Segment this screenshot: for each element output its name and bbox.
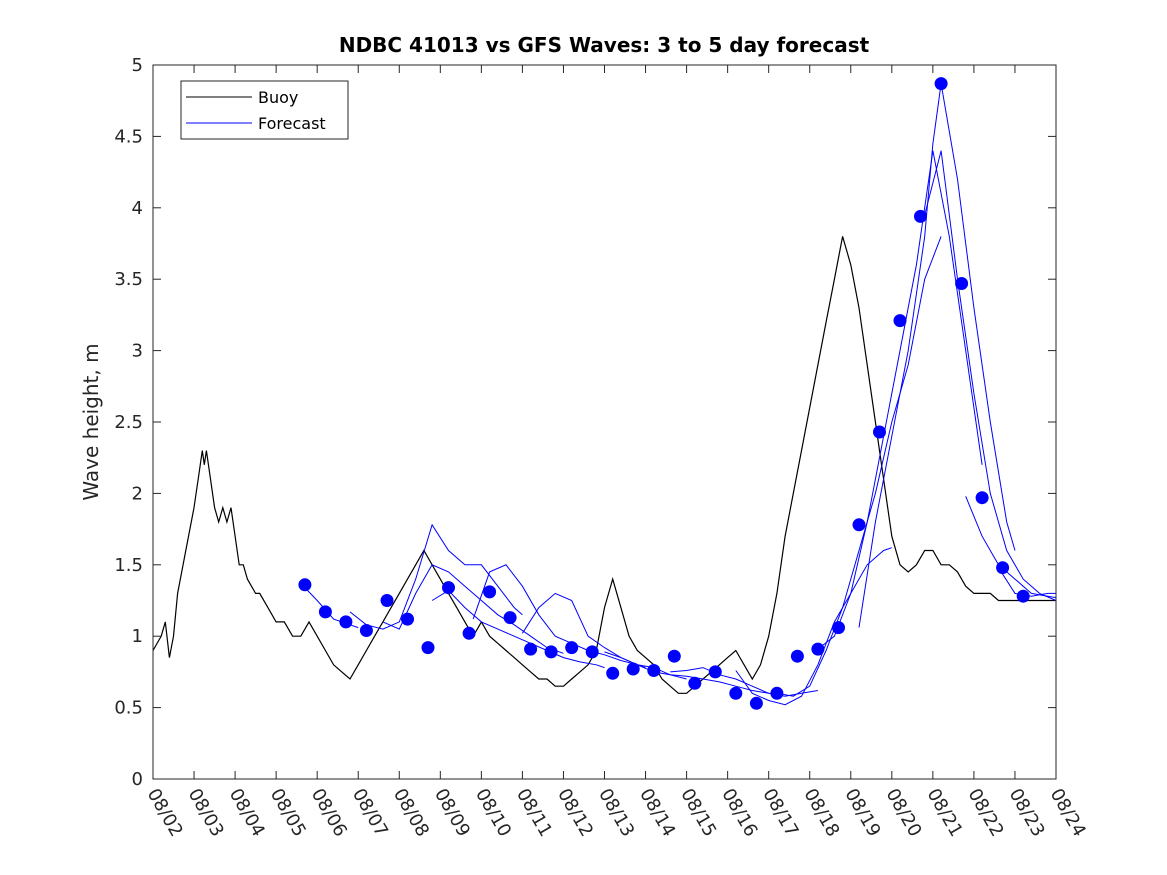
- forecast-marker: [483, 585, 497, 599]
- marker-layer: [298, 77, 1030, 710]
- chart-title: NDBC 41013 vs GFS Waves: 3 to 5 day fore…: [339, 33, 870, 57]
- forecast-series-line-7: [604, 651, 769, 694]
- forecast-series-line-10: [776, 236, 942, 697]
- forecast-marker: [318, 605, 332, 619]
- x-tick-label: 08/16: [717, 785, 761, 840]
- x-tick-label: 08/02: [143, 785, 187, 840]
- forecast-marker: [462, 626, 476, 640]
- legend-label-buoy: Buoy: [258, 88, 298, 107]
- x-tick-label: 08/15: [676, 785, 720, 840]
- forecast-marker: [811, 642, 825, 656]
- x-tick-label: 08/03: [184, 785, 228, 840]
- x-tick-label: 08/13: [594, 785, 638, 840]
- forecast-marker: [688, 676, 702, 690]
- forecast-marker: [749, 696, 763, 710]
- forecast-marker: [729, 686, 743, 700]
- x-tick-label: 08/24: [1046, 785, 1090, 840]
- forecast-marker: [565, 641, 579, 655]
- x-tick-label: 08/05: [266, 785, 310, 840]
- forecast-marker: [647, 664, 661, 677]
- forecast-series-line-5: [472, 564, 646, 669]
- forecast-series-line-14: [965, 496, 1057, 599]
- forecast-marker: [1016, 589, 1030, 603]
- y-tick-label: 0: [132, 769, 143, 790]
- x-tick-label: 08/18: [799, 785, 843, 840]
- forecast-marker: [359, 624, 373, 637]
- y-tick-label: 1: [132, 626, 143, 647]
- series-layer: [152, 83, 1057, 706]
- forecast-marker: [401, 612, 414, 626]
- x-tick-label: 08/22: [964, 785, 1008, 840]
- y-axis-label: Wave height, m: [79, 343, 103, 500]
- forecast-marker: [708, 665, 722, 679]
- y-tick-label: 4: [132, 198, 143, 219]
- forecast-marker: [380, 594, 394, 607]
- forecast-series-line-1: [300, 583, 359, 629]
- x-tick-label: 08/08: [389, 785, 433, 840]
- x-tick-label: 08/12: [553, 785, 597, 840]
- legend: Buoy Forecast: [180, 80, 349, 140]
- x-tick-label: 08/23: [1005, 785, 1049, 840]
- y-tick-label: 4.5: [114, 126, 143, 147]
- forecast-series-line-2: [349, 523, 523, 630]
- forecast-series-line-4: [431, 589, 605, 669]
- forecast-marker: [790, 649, 804, 663]
- x-tick-label: 08/20: [881, 785, 925, 840]
- plot-background: [153, 65, 1056, 779]
- forecast-marker: [524, 642, 538, 656]
- legend-box: [180, 80, 349, 140]
- forecast-marker: [503, 611, 517, 625]
- x-tick-label: 08/11: [512, 785, 556, 840]
- y-tick-label: 3.5: [114, 269, 143, 290]
- y-tick-label: 1.5: [114, 555, 143, 576]
- legend-label-forecast: Forecast: [258, 114, 326, 133]
- forecast-series-line-9: [735, 547, 892, 706]
- forecast-marker: [852, 518, 866, 532]
- x-tick-label: 08/07: [348, 785, 392, 840]
- x-tick-label: 08/17: [758, 785, 802, 840]
- forecast-marker: [955, 277, 969, 290]
- x-tick-label: 08/09: [430, 785, 474, 840]
- x-tick-label: 08/04: [225, 785, 269, 840]
- forecast-marker: [770, 686, 784, 700]
- buoy-series-line: [152, 236, 1056, 694]
- forecast-marker: [975, 491, 989, 505]
- x-tick-label: 08/21: [923, 785, 967, 840]
- forecast-series-line-13: [924, 150, 1057, 601]
- y-tick-label: 0.5: [114, 698, 143, 719]
- forecast-series-line-11: [817, 150, 983, 650]
- forecast-marker: [442, 581, 455, 595]
- y-tick-label: 3: [132, 341, 143, 362]
- forecast-marker: [606, 666, 620, 680]
- x-tick-label: 08/14: [635, 785, 679, 840]
- forecast-marker: [544, 645, 558, 659]
- forecast-marker: [667, 649, 681, 663]
- forecast-marker: [893, 314, 907, 328]
- x-tick-label: 08/10: [471, 785, 515, 840]
- forecast-marker: [873, 425, 886, 439]
- forecast-marker: [585, 645, 599, 659]
- forecast-marker: [996, 561, 1010, 575]
- forecast-marker: [298, 578, 312, 592]
- forecast-series-line-12: [858, 83, 1016, 628]
- forecast-marker: [626, 662, 640, 676]
- y-tick-label: 2.5: [114, 412, 143, 433]
- y-tick-label: 5: [132, 55, 143, 76]
- forecast-marker: [421, 641, 435, 655]
- forecast-marker: [832, 621, 845, 635]
- forecast-marker: [914, 209, 927, 223]
- x-tick-label: 08/06: [307, 785, 351, 840]
- forecast-marker: [934, 77, 948, 91]
- x-tick-label: 08/19: [840, 785, 884, 840]
- forecast-marker: [339, 615, 353, 629]
- forecast-series-line-15: [998, 567, 1056, 597]
- y-tick-label: 2: [132, 483, 143, 504]
- forecast-series-line-3: [382, 564, 564, 654]
